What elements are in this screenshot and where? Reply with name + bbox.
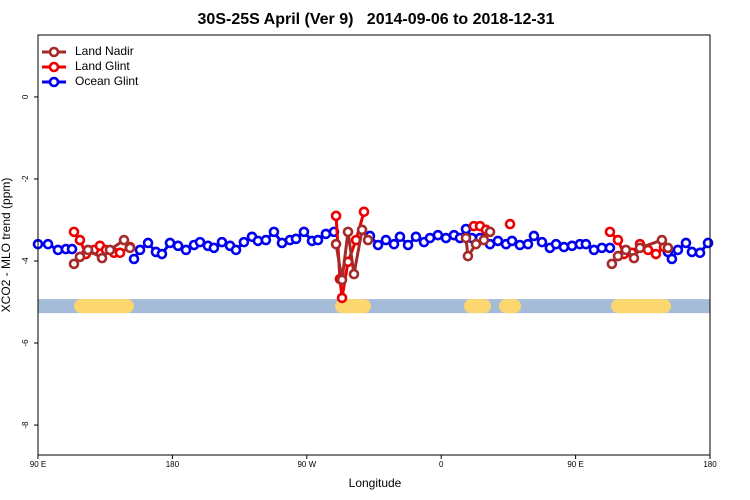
- point: [514, 239, 526, 251]
- x-tick-label: 180: [703, 460, 717, 469]
- point: [142, 237, 154, 249]
- point: [634, 242, 646, 254]
- legend-marker: [48, 61, 60, 73]
- point: [208, 242, 220, 254]
- point: [330, 238, 342, 250]
- point: [470, 238, 482, 250]
- point: [460, 232, 472, 244]
- y-tick-label: 0: [21, 94, 30, 99]
- point: [330, 210, 342, 222]
- series: [32, 223, 714, 265]
- point: [362, 234, 374, 246]
- point: [74, 251, 86, 263]
- legend-label: Ocean Glint: [75, 74, 139, 88]
- point: [484, 226, 496, 238]
- point: [402, 239, 414, 251]
- point: [666, 253, 678, 265]
- plot-frame: [37, 34, 711, 456]
- point: [104, 244, 116, 256]
- point: [604, 226, 616, 238]
- point: [628, 252, 640, 264]
- point: [504, 218, 516, 230]
- legend-marker: [48, 76, 60, 88]
- point: [128, 253, 140, 265]
- point: [522, 238, 534, 250]
- point: [580, 238, 592, 250]
- x-tick-label: 90 W: [297, 460, 316, 469]
- point: [156, 248, 168, 260]
- point: [320, 228, 332, 240]
- point: [462, 250, 474, 262]
- point: [388, 238, 400, 250]
- point: [686, 246, 698, 258]
- point: [662, 242, 674, 254]
- y-tick-label: -6: [21, 339, 30, 347]
- point: [298, 226, 310, 238]
- point: [356, 224, 368, 236]
- point: [672, 244, 684, 256]
- point: [230, 244, 242, 256]
- point: [216, 236, 228, 248]
- point: [260, 234, 272, 246]
- point: [506, 235, 518, 247]
- point: [268, 226, 280, 238]
- point: [290, 233, 302, 245]
- point: [66, 243, 78, 255]
- point: [380, 234, 392, 246]
- x-tick-label: 0: [439, 460, 444, 469]
- point: [358, 206, 370, 218]
- point: [118, 234, 130, 246]
- point: [394, 231, 406, 243]
- point: [74, 234, 86, 246]
- point: [238, 236, 250, 248]
- legend-label: Land Nadir: [75, 44, 134, 58]
- point: [68, 226, 80, 238]
- point: [528, 230, 540, 242]
- point: [42, 238, 54, 250]
- point: [372, 239, 384, 251]
- point: [180, 244, 192, 256]
- y-tick-label: -8: [21, 421, 30, 429]
- point: [96, 252, 108, 264]
- point: [536, 236, 548, 248]
- point: [134, 244, 146, 256]
- point: [650, 248, 662, 260]
- legend-label: Land Glint: [75, 59, 130, 73]
- point: [172, 240, 184, 252]
- point: [620, 244, 632, 256]
- point: [68, 258, 80, 270]
- point: [694, 247, 706, 259]
- point: [612, 250, 624, 262]
- point: [348, 268, 360, 280]
- point: [82, 244, 94, 256]
- point: [680, 237, 692, 249]
- point: [558, 241, 570, 253]
- point: [604, 242, 616, 254]
- x-axis-label: Longitude: [349, 476, 402, 490]
- point: [336, 292, 348, 304]
- x-tick-label: 180: [166, 460, 180, 469]
- point: [702, 237, 714, 249]
- x-tick-label: 90 E: [567, 460, 583, 469]
- point: [194, 236, 206, 248]
- point: [342, 226, 354, 238]
- x-tick-label: 90 E: [30, 460, 46, 469]
- point: [656, 234, 668, 246]
- point: [114, 247, 126, 259]
- point: [336, 274, 348, 286]
- legend-marker: [48, 46, 60, 58]
- point: [478, 234, 490, 246]
- series: [68, 224, 674, 286]
- point: [312, 234, 324, 246]
- y-tick-label: -4: [21, 257, 30, 265]
- point: [606, 258, 618, 270]
- point: [124, 242, 136, 254]
- point: [410, 231, 422, 243]
- chart-title: 30S-25S April (Ver 9) 2014-09-06 to 2018…: [198, 11, 555, 28]
- y-axis-label: XCO2 - MLO trend (ppm): [0, 178, 13, 313]
- point: [612, 234, 624, 246]
- y-tick-label: -2: [21, 175, 30, 183]
